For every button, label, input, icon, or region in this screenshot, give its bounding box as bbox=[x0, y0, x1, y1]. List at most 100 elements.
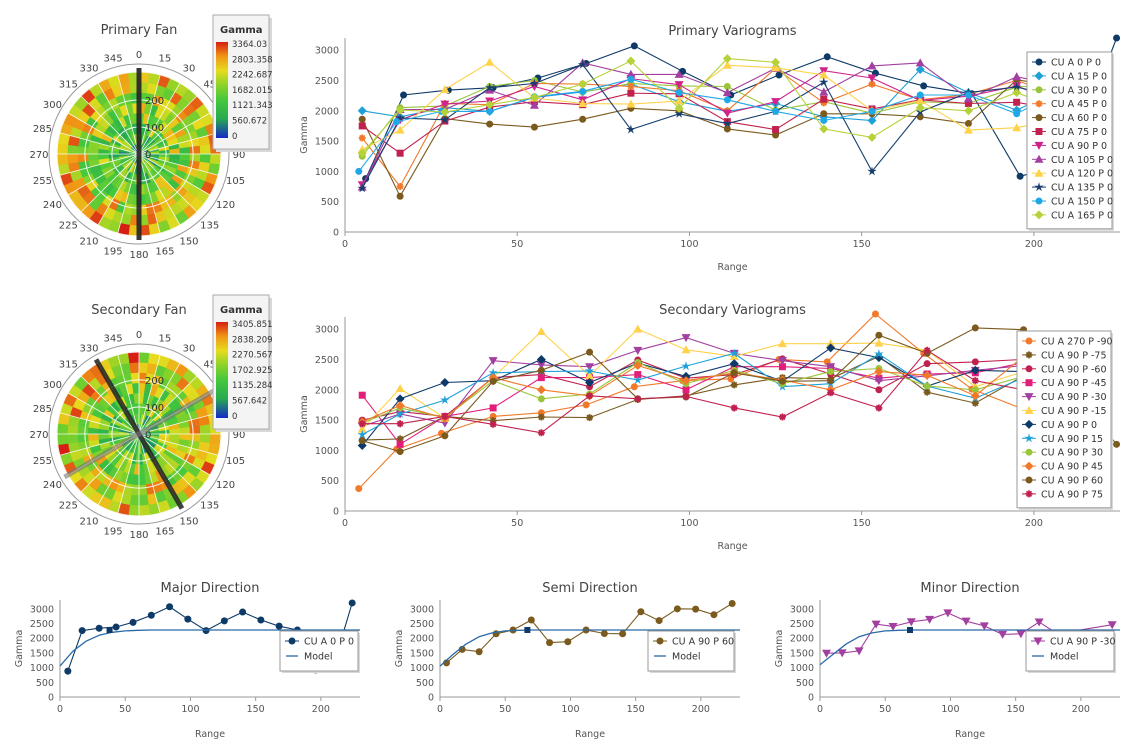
angle-label: 30 bbox=[183, 343, 196, 354]
legend-value: 567.642 bbox=[232, 397, 267, 407]
chart-title: Major Direction bbox=[161, 581, 260, 596]
data-point bbox=[837, 649, 847, 658]
grid-spoke bbox=[117, 153, 140, 234]
grid-spoke bbox=[67, 153, 140, 196]
primary-fan-panel: Primary Fan01530456075901051201351501651… bbox=[0, 0, 290, 270]
point-stroke bbox=[586, 392, 594, 400]
legend-value: 2242.687 bbox=[232, 71, 273, 81]
y-tick-label: 1500 bbox=[410, 648, 434, 659]
legend-label: CU A 90 P 75 bbox=[1041, 489, 1103, 500]
data-point bbox=[819, 70, 829, 79]
data-point bbox=[971, 358, 979, 366]
legend-item: CU A 90 P -45 bbox=[1022, 378, 1107, 389]
data-point bbox=[961, 617, 971, 626]
data-point bbox=[823, 53, 831, 61]
heat-cell bbox=[138, 494, 149, 507]
grid-spoke bbox=[138, 433, 211, 476]
outer-ring bbox=[48, 343, 230, 525]
x-tick-label: 50 bbox=[499, 704, 511, 715]
legend-label: CU A 165 P 0 bbox=[1051, 210, 1113, 221]
data-point bbox=[772, 107, 780, 115]
data-point bbox=[357, 424, 367, 433]
data-point bbox=[440, 114, 450, 124]
radial-label: 0 bbox=[145, 430, 151, 441]
legend-item: CU A 15 P 0 bbox=[1032, 71, 1107, 82]
data-point bbox=[1034, 182, 1044, 192]
fan-title: Primary Fan bbox=[101, 23, 178, 38]
legend-value: 0 bbox=[232, 132, 237, 142]
legend-value: 1702.925 bbox=[232, 366, 273, 376]
grid-spoke bbox=[59, 153, 140, 176]
data-point bbox=[875, 331, 883, 339]
series-line bbox=[358, 78, 1066, 172]
data-point bbox=[1025, 379, 1033, 387]
data-point bbox=[396, 149, 404, 157]
grid-spoke bbox=[138, 153, 211, 196]
data-point bbox=[484, 82, 495, 92]
legend-item: CU A 90 P 30 bbox=[1022, 448, 1103, 459]
data-point bbox=[357, 183, 367, 193]
data-point bbox=[867, 132, 877, 142]
legend: CU A 0 P 0 CU A 15 P 0 CU A 30 P 0 CU A 45 … bbox=[1026, 51, 1114, 231]
series-cu-a-165-p-0 bbox=[357, 54, 1070, 158]
legend-item: CU A 90 P -30 bbox=[1022, 392, 1107, 403]
heat-cell bbox=[131, 382, 140, 394]
data-point bbox=[777, 357, 787, 366]
data-point bbox=[440, 395, 450, 405]
data-point bbox=[674, 108, 684, 118]
x-tick-label: 50 bbox=[511, 518, 523, 529]
angle-label: 150 bbox=[179, 237, 198, 248]
data-point bbox=[586, 414, 594, 422]
legend-label: CU A 60 P 0 bbox=[1051, 113, 1107, 124]
legend-value: 2270.567 bbox=[232, 351, 273, 361]
angle-label: 300 bbox=[43, 380, 62, 391]
major-direction-chart: Major Direction 0 500 1000 1500 2000 2500 3000 0… bbox=[14, 581, 360, 740]
data-point bbox=[675, 89, 683, 97]
data-point bbox=[440, 85, 450, 94]
data-point bbox=[722, 88, 732, 97]
data-point bbox=[868, 80, 876, 88]
data-point bbox=[524, 626, 531, 633]
data-point bbox=[1025, 448, 1033, 456]
y-tick-label: 2000 bbox=[30, 634, 54, 645]
y-tick-label: 2500 bbox=[315, 355, 339, 366]
data-point bbox=[358, 115, 366, 123]
data-point bbox=[722, 109, 732, 118]
point-stroke bbox=[1025, 490, 1033, 498]
grid-spoke bbox=[138, 153, 181, 226]
data-point bbox=[906, 618, 916, 627]
data-point bbox=[579, 115, 587, 123]
data-point bbox=[486, 107, 494, 115]
data-point bbox=[874, 367, 884, 377]
data-point bbox=[827, 368, 835, 376]
data-point bbox=[147, 611, 155, 619]
data-point bbox=[239, 608, 247, 616]
data-point bbox=[964, 119, 972, 127]
data-point bbox=[395, 409, 405, 418]
x-tick-label: 50 bbox=[879, 704, 891, 715]
data-point bbox=[1024, 406, 1034, 414]
data-point bbox=[396, 448, 404, 456]
x-tick-label: 0 bbox=[342, 518, 348, 529]
grid-spoke bbox=[80, 95, 140, 155]
gamma-legend: Gamma 3364.03 2803.358 2242.687 1682.015 1121… bbox=[212, 14, 273, 152]
angle-label: 30 bbox=[183, 63, 196, 74]
legend-label: CU A 90 P -30 bbox=[1050, 637, 1116, 648]
heat-cell bbox=[209, 433, 222, 446]
legend-label: CU A 90 P -30 bbox=[1041, 392, 1107, 403]
data-point bbox=[1013, 110, 1021, 118]
heat-cell bbox=[127, 504, 140, 517]
heat-cell bbox=[56, 153, 69, 166]
legend-item: CU A 90 P -30 bbox=[1031, 637, 1116, 648]
point-stroke bbox=[730, 404, 738, 412]
heat-cell bbox=[77, 153, 89, 163]
y-tick-label: 0 bbox=[333, 507, 339, 518]
data-point bbox=[630, 383, 638, 391]
data-point bbox=[396, 435, 404, 443]
grid-spoke bbox=[138, 153, 161, 234]
data-point bbox=[867, 166, 877, 176]
x-tick-label: 100 bbox=[941, 704, 959, 715]
angle-label: 180 bbox=[129, 250, 148, 261]
data-point bbox=[275, 622, 283, 630]
data-point bbox=[820, 116, 828, 124]
